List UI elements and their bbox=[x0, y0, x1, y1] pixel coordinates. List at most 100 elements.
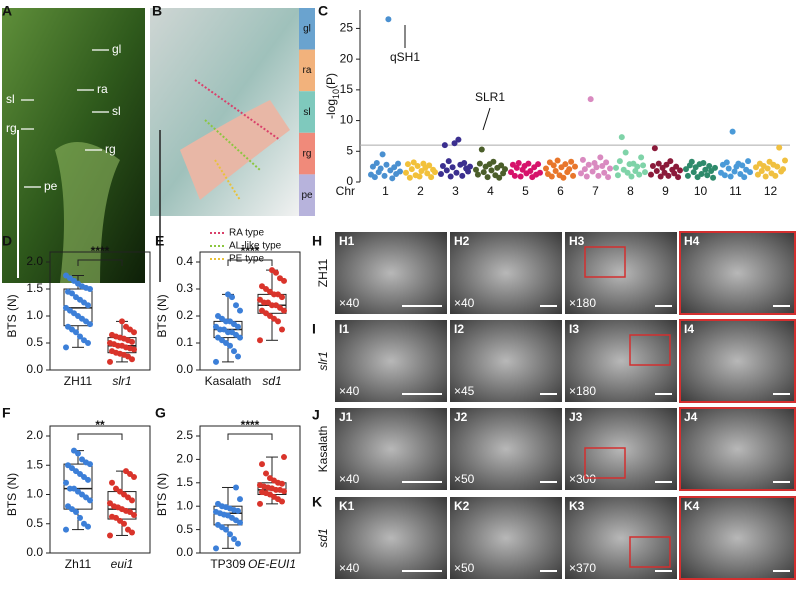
point bbox=[616, 158, 623, 165]
y-tick-label: 0.5 bbox=[26, 335, 43, 349]
point bbox=[385, 16, 392, 23]
x-tick-label: 8 bbox=[627, 184, 634, 198]
point bbox=[706, 163, 713, 170]
strip-label: gl bbox=[303, 24, 311, 35]
point bbox=[119, 318, 125, 325]
legend-label: RA type bbox=[229, 228, 264, 239]
point bbox=[683, 166, 689, 173]
strip-label: pe bbox=[301, 190, 313, 201]
y-tick-label: 0.5 bbox=[176, 522, 193, 536]
panel-label: H bbox=[312, 233, 322, 249]
zoom-box bbox=[584, 447, 626, 479]
x-tick-label: sd1 bbox=[262, 374, 281, 388]
point bbox=[426, 162, 433, 169]
y-tick-label: 25 bbox=[340, 21, 354, 35]
x-tick-label: 3 bbox=[452, 184, 459, 198]
point bbox=[723, 159, 730, 166]
point bbox=[213, 323, 219, 330]
panel-label: G bbox=[155, 405, 166, 421]
point bbox=[67, 485, 73, 492]
tile-label: K1 bbox=[339, 499, 355, 513]
magnification: ×45 bbox=[454, 384, 475, 398]
y-tick-label: 1.0 bbox=[26, 487, 43, 501]
legend-label: AL-like type bbox=[229, 241, 282, 252]
magnification: ×40 bbox=[454, 296, 475, 310]
point bbox=[729, 128, 736, 135]
significance-bracket bbox=[227, 433, 273, 440]
point bbox=[474, 171, 481, 178]
point bbox=[237, 307, 243, 314]
point bbox=[406, 174, 413, 181]
y-tick-label: 0.0 bbox=[176, 362, 193, 376]
point bbox=[213, 508, 219, 515]
point bbox=[71, 447, 77, 454]
point bbox=[109, 479, 115, 486]
magnification: ×180 bbox=[569, 384, 596, 398]
point bbox=[614, 172, 621, 179]
arrow bbox=[482, 107, 491, 131]
point bbox=[579, 156, 586, 163]
x-tick-label: slr1 bbox=[112, 374, 131, 388]
point bbox=[562, 161, 569, 168]
y-tick-label: 2.0 bbox=[26, 254, 43, 268]
point bbox=[63, 272, 69, 279]
x-tick-label: OE-EUI1 bbox=[248, 557, 296, 571]
tile-label: I3 bbox=[569, 322, 579, 336]
panel-label: I bbox=[312, 321, 316, 337]
panel-label: J bbox=[312, 407, 320, 423]
point bbox=[684, 172, 691, 179]
y-tick-label: 1.5 bbox=[26, 457, 43, 471]
point bbox=[712, 164, 718, 171]
panel-label: C bbox=[318, 3, 328, 19]
point bbox=[537, 169, 543, 176]
point bbox=[527, 167, 534, 174]
point bbox=[65, 503, 71, 510]
point bbox=[605, 174, 612, 181]
point bbox=[480, 169, 487, 176]
point bbox=[671, 170, 678, 177]
point bbox=[642, 169, 648, 176]
tile-label: K3 bbox=[569, 499, 585, 513]
y-tick-label: 20 bbox=[340, 51, 354, 65]
photo-label: rg bbox=[6, 121, 17, 135]
x-tick-label: Zh11 bbox=[65, 557, 92, 571]
point bbox=[496, 174, 503, 181]
x-axis-label: Chr bbox=[336, 184, 355, 198]
y-tick-label: 0.3 bbox=[176, 281, 193, 295]
sem-image bbox=[679, 231, 796, 315]
strip-segment bbox=[299, 91, 315, 133]
point bbox=[395, 160, 402, 167]
point bbox=[109, 513, 115, 520]
tile-label: J4 bbox=[684, 410, 698, 424]
point bbox=[622, 149, 629, 156]
point bbox=[416, 173, 423, 180]
point bbox=[517, 173, 524, 180]
point bbox=[753, 164, 759, 171]
tile-label: J3 bbox=[569, 410, 583, 424]
y-tick-label: 0.0 bbox=[26, 362, 43, 376]
point bbox=[279, 326, 285, 333]
sem-image bbox=[565, 320, 677, 402]
point bbox=[508, 169, 514, 176]
point bbox=[673, 163, 680, 170]
tile-label: J1 bbox=[339, 410, 353, 424]
point bbox=[655, 160, 662, 167]
x-tick-label: Kasalath bbox=[205, 374, 252, 388]
plot-frame bbox=[199, 251, 301, 371]
point bbox=[581, 166, 588, 173]
photo-label: sl bbox=[112, 104, 121, 118]
boundary bbox=[194, 79, 281, 141]
x-tick-label: ZH11 bbox=[64, 374, 93, 388]
tile-label: H4 bbox=[684, 234, 700, 248]
point bbox=[257, 296, 263, 303]
point bbox=[754, 171, 761, 178]
magnification: ×40 bbox=[339, 384, 360, 398]
point bbox=[428, 174, 435, 181]
sem-image bbox=[679, 319, 796, 403]
point bbox=[488, 167, 495, 174]
significance-bracket bbox=[227, 259, 273, 266]
point bbox=[109, 348, 115, 355]
point bbox=[515, 159, 522, 166]
point bbox=[439, 163, 446, 170]
point bbox=[634, 163, 641, 170]
